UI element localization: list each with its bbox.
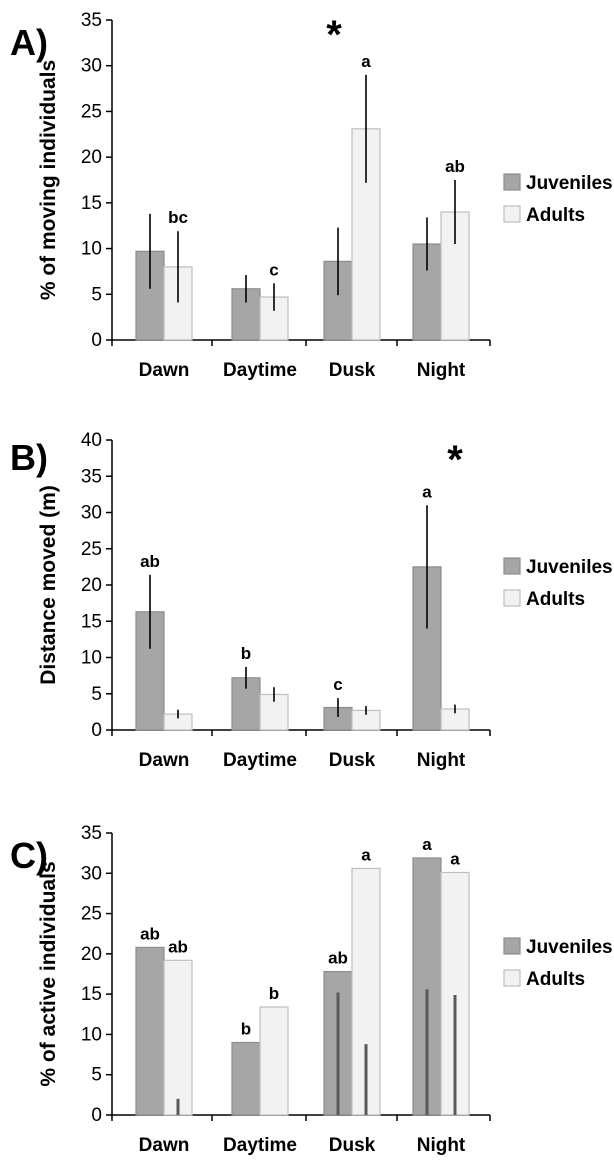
x-tick-label: Night bbox=[417, 750, 466, 771]
x-tick-label: Daytime bbox=[223, 1135, 297, 1156]
y-tick-label: 30 bbox=[81, 56, 102, 77]
legend-label-adults: Adults bbox=[526, 589, 585, 610]
y-tick-label: 0 bbox=[91, 330, 102, 351]
group-letter-annotation: a bbox=[450, 849, 460, 868]
y-tick-label: 20 bbox=[81, 147, 102, 168]
panel-c: C)% of active individuals 0 5 10 15 20 25 30 35 D… bbox=[10, 823, 613, 1156]
y-tick-label: 10 bbox=[81, 648, 102, 669]
bar-juveniles-daytime bbox=[231, 1041, 261, 1116]
legend-label-adults: Adults bbox=[526, 205, 585, 226]
y-axis-label: % of moving individuals bbox=[37, 60, 60, 300]
y-tick-label: 10 bbox=[81, 239, 102, 260]
y-tick-label: 20 bbox=[81, 575, 102, 596]
x-tick-label: Night bbox=[417, 360, 466, 381]
x-tick-label: Daytime bbox=[223, 750, 297, 771]
panel-a: A)% of moving individuals 0 5 10 15 20 25 30 35 D… bbox=[10, 10, 613, 381]
significance-star: * bbox=[447, 438, 463, 482]
legend-label-juveniles: Juveniles bbox=[526, 937, 613, 958]
group-letter-annotation: c bbox=[333, 675, 342, 694]
panel-letter: B) bbox=[10, 437, 48, 478]
legend-swatch-juveniles bbox=[503, 173, 521, 191]
group-letter-annotation: ab bbox=[328, 949, 348, 968]
legend-swatch-juveniles bbox=[503, 937, 521, 955]
group-letter-annotation: ab bbox=[445, 157, 465, 176]
y-tick-label: 25 bbox=[81, 539, 102, 560]
y-tick-label: 15 bbox=[81, 611, 102, 632]
x-tick-label: Dusk bbox=[329, 360, 376, 381]
y-tick-label: 5 bbox=[91, 284, 102, 305]
legend-swatch-juveniles bbox=[503, 557, 521, 575]
group-letter-annotation: b bbox=[269, 984, 279, 1003]
group-letter-annotation: a bbox=[422, 482, 432, 501]
legend-swatch-adults bbox=[503, 589, 521, 607]
y-tick-label: 35 bbox=[81, 10, 102, 31]
x-tick-label: Dawn bbox=[139, 360, 190, 381]
legend-label-juveniles: Juveniles bbox=[526, 173, 613, 194]
group-letter-annotation: ab bbox=[140, 552, 160, 571]
y-tick-label: 30 bbox=[81, 863, 102, 884]
bar-adults-daytime bbox=[259, 1006, 289, 1116]
group-letter-annotation: c bbox=[269, 260, 278, 279]
bar-adults-dawn bbox=[163, 959, 193, 1116]
y-tick-label: 5 bbox=[91, 684, 102, 705]
group-letter-annotation: a bbox=[422, 835, 432, 854]
panel-letter: A) bbox=[10, 22, 48, 63]
panel-b: B) Distance moved (m) 0 5 10 15 20 25 30 35 40 Dawn… bbox=[10, 430, 613, 771]
group-letter-annotation: ab bbox=[140, 924, 160, 943]
legend-swatch-adults bbox=[503, 205, 521, 223]
legend-label-juveniles: Juveniles bbox=[526, 557, 613, 578]
y-tick-label: 10 bbox=[81, 1024, 102, 1045]
y-tick-label: 15 bbox=[81, 193, 102, 214]
group-letter-annotation: bc bbox=[168, 208, 188, 227]
y-tick-label: 25 bbox=[81, 904, 102, 925]
y-tick-label: 0 bbox=[91, 1105, 102, 1126]
group-letter-annotation: a bbox=[361, 845, 371, 864]
panel-letter: C) bbox=[10, 835, 48, 876]
y-axis-label: % of active individuals bbox=[37, 861, 60, 1086]
y-tick-label: 20 bbox=[81, 944, 102, 965]
x-tick-label: Dusk bbox=[329, 750, 376, 771]
y-tick-label: 30 bbox=[81, 503, 102, 524]
legend-label-adults: Adults bbox=[526, 969, 585, 990]
x-tick-label: Dawn bbox=[139, 1135, 190, 1156]
x-tick-label: Daytime bbox=[223, 360, 297, 381]
x-tick-label: Night bbox=[417, 1135, 466, 1156]
y-tick-label: 25 bbox=[81, 101, 102, 122]
x-tick-label: Dawn bbox=[139, 750, 190, 771]
significance-star: * bbox=[326, 13, 342, 57]
y-axis-label: Distance moved (m) bbox=[37, 485, 60, 685]
y-tick-label: 40 bbox=[81, 430, 102, 451]
y-tick-label: 0 bbox=[91, 720, 102, 741]
y-tick-label: 35 bbox=[81, 823, 102, 844]
y-tick-label: 5 bbox=[91, 1065, 102, 1086]
group-letter-annotation: b bbox=[241, 644, 251, 663]
group-letter-annotation: b bbox=[241, 1019, 251, 1038]
group-letter-annotation: ab bbox=[168, 937, 188, 956]
legend-swatch-adults bbox=[503, 969, 521, 987]
bar-juveniles-dawn bbox=[135, 946, 165, 1116]
x-tick-label: Dusk bbox=[329, 1135, 376, 1156]
y-tick-label: 35 bbox=[81, 466, 102, 487]
group-letter-annotation: a bbox=[361, 52, 371, 71]
y-tick-label: 15 bbox=[81, 984, 102, 1005]
